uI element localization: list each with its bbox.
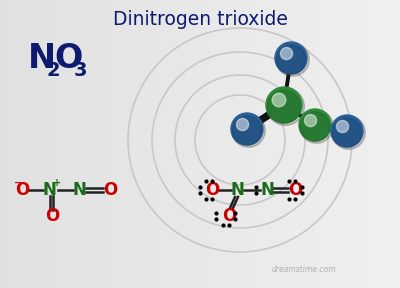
Circle shape [299, 109, 331, 141]
Circle shape [268, 90, 300, 123]
Text: N: N [28, 42, 56, 75]
Text: O: O [45, 207, 59, 225]
Text: O: O [103, 181, 117, 199]
Text: O: O [205, 181, 219, 199]
Text: N: N [231, 181, 245, 199]
Text: 2: 2 [46, 61, 60, 80]
Text: dreamstime.com: dreamstime.com [272, 265, 337, 274]
Text: N: N [73, 181, 87, 199]
Circle shape [232, 116, 262, 145]
Text: −: − [14, 178, 22, 188]
Text: O: O [288, 181, 302, 199]
Circle shape [276, 43, 309, 76]
Text: 3: 3 [74, 61, 88, 80]
Circle shape [332, 116, 365, 149]
Circle shape [236, 118, 249, 130]
Circle shape [275, 42, 307, 74]
Text: O: O [222, 207, 236, 225]
Circle shape [332, 118, 362, 147]
Circle shape [280, 48, 292, 60]
Text: N: N [260, 181, 274, 199]
Text: O: O [54, 42, 82, 75]
Circle shape [267, 88, 304, 125]
Circle shape [232, 114, 265, 147]
Text: Dinitrogen trioxide: Dinitrogen trioxide [112, 10, 288, 29]
Circle shape [300, 110, 333, 143]
Text: N: N [43, 181, 57, 199]
Circle shape [304, 114, 317, 127]
Circle shape [272, 93, 286, 107]
Circle shape [231, 113, 263, 145]
Circle shape [300, 112, 330, 141]
Text: +: + [53, 178, 61, 188]
Circle shape [331, 115, 363, 147]
Text: O: O [15, 181, 29, 199]
Circle shape [336, 120, 348, 132]
Circle shape [266, 87, 302, 123]
Circle shape [276, 45, 306, 74]
